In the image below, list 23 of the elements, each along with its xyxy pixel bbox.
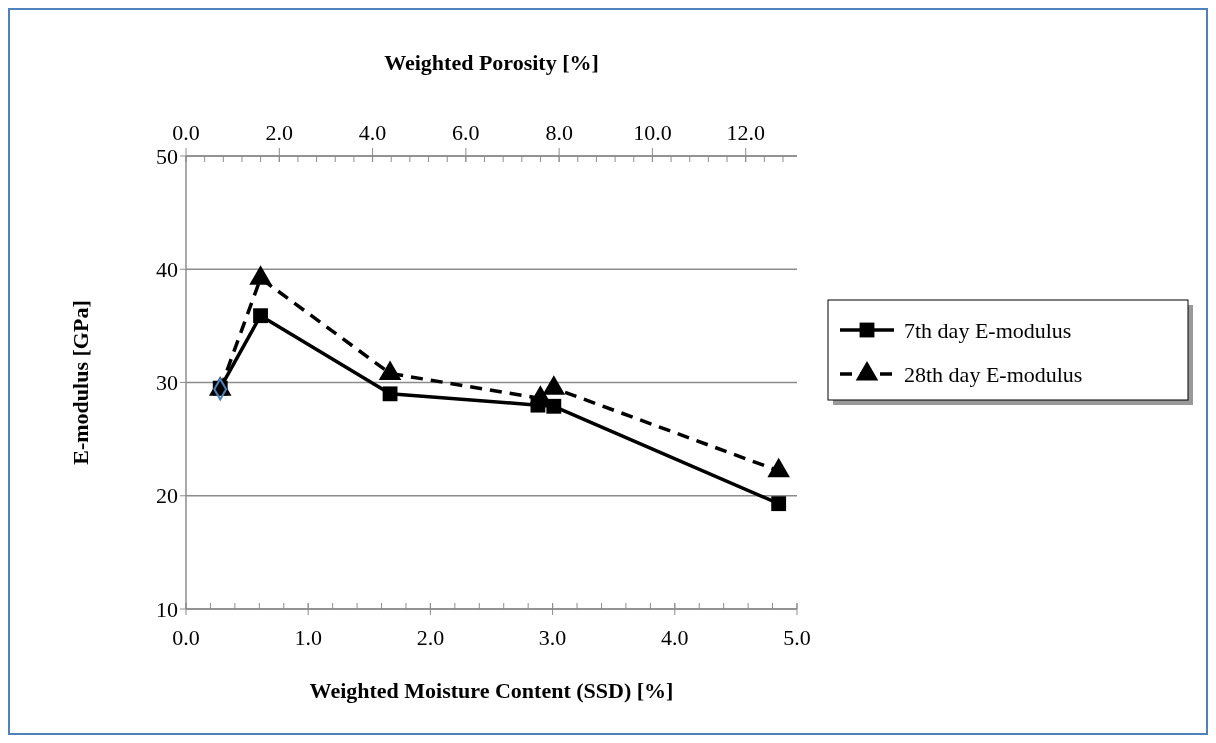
x2-tick-label: 12.0 [726, 120, 765, 145]
x-tick-label: 4.0 [661, 625, 689, 650]
x2-axis-title: Weighted Porosity [%] [384, 50, 599, 75]
x-tick-label: 2.0 [416, 625, 445, 650]
x2-tick-label: 2.0 [265, 120, 294, 145]
y-tick-label: 30 [156, 370, 178, 396]
x-axis-title: Weighted Moisture Content (SSD) [%] [309, 678, 674, 703]
y-axis-title: E-modulus [GPa] [68, 300, 93, 465]
legend-label: 28th day E-modulus [904, 361, 1083, 387]
y-tick-label: 20 [156, 483, 178, 509]
x2-tick-label: 8.0 [545, 120, 573, 145]
x2-tick-label: 10.0 [633, 120, 672, 145]
legend-label: 7th day E-modulus [904, 317, 1072, 343]
x2-tick-label: 4.0 [358, 120, 387, 145]
x2-tick-label: 0.0 [172, 120, 200, 145]
y-tick-label: 40 [156, 256, 178, 282]
y-tick-label: 50 [156, 143, 178, 169]
x-tick-label: 3.0 [538, 625, 567, 650]
x-tick-label: 5.0 [783, 625, 811, 650]
x2-tick-label: 6.0 [452, 120, 480, 145]
x-tick-label: 0.0 [172, 625, 200, 650]
y-tick-label: 10 [156, 596, 178, 622]
x-tick-label: 1.0 [294, 625, 322, 650]
